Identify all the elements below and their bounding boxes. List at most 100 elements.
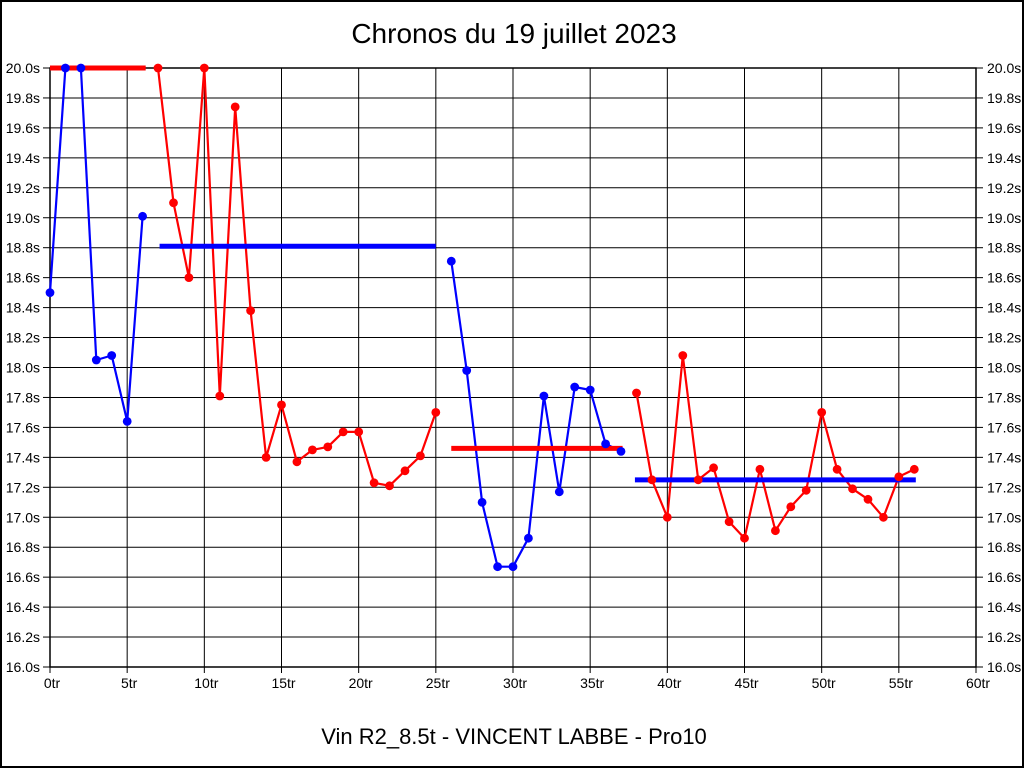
y-axis-label-left: 18.0s (6, 360, 40, 376)
run-4-laps-point (771, 526, 780, 536)
run-3-laps-point (446, 256, 456, 266)
y-axis-label-right: 18.4s (987, 300, 1021, 316)
y-axis-label-left: 17.2s (6, 479, 40, 495)
x-axis-label: 5tr (121, 675, 138, 691)
run-4-laps-point (909, 464, 919, 474)
y-axis-label-left: 18.6s (6, 270, 40, 286)
y-axis-label-left: 19.4s (6, 150, 40, 166)
run-4-laps-line (635, 354, 915, 540)
run-3-laps-point (554, 487, 564, 497)
run-1-laps-point (45, 288, 55, 297)
y-axis-label-left: 19.6s (6, 120, 40, 136)
y-axis-label-left: 16.0s (6, 659, 40, 675)
run-4-laps-point (894, 472, 904, 482)
y-axis-label-left: 16.2s (6, 629, 40, 645)
x-axis-label: 55tr (889, 675, 913, 691)
run-1-laps-point (91, 355, 101, 365)
run-1-laps-point (138, 211, 148, 221)
y-axis-label-left: 17.8s (6, 389, 40, 405)
x-axis-label: 0tr (44, 675, 61, 691)
run-4-laps-point (647, 475, 657, 485)
x-axis-label: 40tr (657, 675, 681, 691)
run-2-laps-point (369, 478, 379, 488)
y-axis-label-left: 18.8s (6, 240, 40, 256)
y-axis-label-right: 16.6s (987, 569, 1021, 585)
y-axis-label-right: 19.8s (987, 90, 1021, 106)
y-axis-label-left: 18.2s (6, 330, 40, 346)
run-4-laps-point (848, 484, 857, 494)
y-axis-label-right: 17.8s (987, 389, 1021, 405)
run-1-laps-point (61, 63, 70, 73)
y-axis-label-right: 18.8s (987, 240, 1021, 256)
run-2-laps-point (400, 466, 410, 476)
y-axis-label-right: 19.4s (987, 150, 1021, 166)
run-2-laps-point (431, 408, 441, 417)
run-4-laps-point (632, 388, 641, 398)
x-axis-label: 45tr (734, 675, 758, 691)
run-1-laps-point (122, 417, 132, 426)
x-axis-label: 35tr (580, 675, 604, 691)
y-axis-label-left: 17.6s (6, 419, 40, 435)
run-3-laps-point (508, 562, 518, 572)
run-2-laps-point (230, 102, 240, 112)
run-3-laps-point (601, 439, 610, 449)
run-3-laps-point (477, 497, 487, 507)
y-axis-label-left: 19.0s (6, 210, 40, 226)
y-axis-label-left: 16.6s (6, 569, 40, 585)
run-2-laps-point (385, 481, 394, 491)
y-axis-label-right: 16.8s (987, 539, 1021, 555)
x-axis-label: 10tr (194, 675, 218, 691)
run-2-laps-point (277, 400, 286, 410)
x-axis-label: 50tr (812, 675, 836, 691)
chart-title: Chronos du 19 juillet 2023 (351, 18, 677, 49)
y-axis-label-right: 17.0s (987, 509, 1021, 525)
run-3-laps-line (450, 261, 622, 568)
x-axis-label: 25tr (426, 675, 450, 691)
x-axis-label: 30tr (503, 675, 527, 691)
run-4-laps-point (786, 502, 796, 512)
y-axis-label-right: 16.4s (987, 599, 1021, 615)
run-3-laps-point (570, 382, 580, 392)
y-axis-label-right: 18.0s (987, 360, 1021, 376)
run-2-laps-line (156, 66, 437, 487)
run-3-laps-point (462, 366, 472, 375)
y-axis-label-right: 19.2s (987, 180, 1021, 196)
run-2-laps-point (199, 63, 209, 73)
run-1-laps-line (48, 66, 144, 423)
run-4-laps-point (693, 475, 703, 485)
y-axis-label-left: 19.8s (6, 90, 40, 106)
y-axis-label-right: 18.6s (987, 270, 1021, 286)
y-axis-label-right: 18.2s (987, 330, 1021, 346)
plot-border (49, 67, 977, 668)
y-axis-label-left: 18.4s (6, 300, 40, 316)
y-axis-label-right: 16.2s (987, 629, 1021, 645)
run-2-laps-point (261, 453, 271, 462)
y-axis-label-left: 20.0s (6, 60, 40, 76)
x-axis-label: 20tr (349, 675, 373, 691)
y-axis-label-left: 16.4s (6, 599, 40, 615)
chart-footer: Vin R2_8.5t - VINCENT LABBE - Pro10 (321, 724, 707, 749)
run-4-laps-point (832, 464, 842, 474)
y-axis-label-right: 17.2s (987, 479, 1021, 495)
y-axis-label-right: 17.6s (987, 419, 1021, 435)
run-3-laps-point (539, 391, 549, 401)
y-axis-label-right: 19.0s (987, 210, 1021, 226)
run-3-laps-point (616, 447, 626, 456)
y-axis-label-left: 16.8s (6, 539, 40, 555)
run-2-laps-point (292, 457, 302, 467)
run-1-laps-point (76, 63, 86, 73)
run-1-laps-point (107, 351, 117, 360)
run-3-laps-point (524, 533, 533, 543)
run-4-laps-point (709, 463, 718, 473)
run-4-laps-point (678, 351, 688, 360)
run-2-laps-point (153, 63, 163, 73)
run-4-laps-point (863, 494, 873, 504)
y-axis-label-right: 20.0s (987, 60, 1021, 76)
run-4-laps-point (755, 464, 765, 474)
run-4-laps-point (724, 517, 734, 527)
run-2-laps-point (169, 198, 178, 208)
y-axis-label-right: 17.4s (987, 449, 1021, 465)
run-2-laps-point (184, 273, 194, 282)
